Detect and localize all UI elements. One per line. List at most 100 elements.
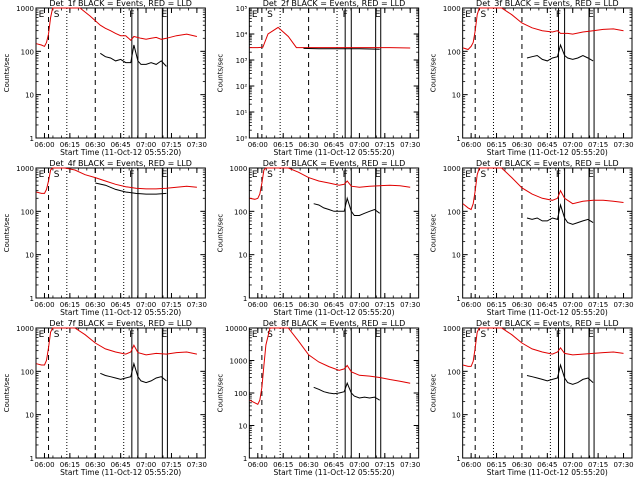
- x-tick-label: 07:00: [136, 301, 156, 309]
- x-tick-label: 06:15: [273, 461, 293, 469]
- x-tick-label: 06:00: [461, 141, 481, 149]
- y-tick-label: 1000: [16, 5, 34, 13]
- x-tick-label: 07:00: [349, 461, 369, 469]
- y-tick-label: 10⁵: [236, 5, 248, 13]
- chart-title: Det_4f BLACK = Events, RED = LLD: [49, 159, 192, 168]
- interval-marker-label: E: [588, 330, 594, 340]
- interval-marker-label: E: [162, 170, 168, 180]
- interval-marker-label: S: [54, 10, 60, 20]
- x-tick-label: 07:30: [613, 141, 633, 149]
- y-axis-label: Counts/sec: [216, 374, 224, 413]
- y-tick-label: 10²: [236, 83, 248, 91]
- interval-marker-label: F: [556, 330, 561, 340]
- y-tick-label: 10: [238, 423, 247, 431]
- x-tick-label: 06:30: [299, 141, 319, 149]
- interval-marker-label: E: [39, 330, 45, 340]
- x-axis-label: Start Time (11-Oct-12 05:55:20): [60, 468, 181, 477]
- black-events-line: [100, 44, 167, 67]
- y-tick-label: 100: [447, 48, 460, 56]
- y-tick-label: 100: [21, 368, 34, 376]
- x-tick-label: 06:00: [461, 461, 481, 469]
- y-tick-label: 1: [456, 295, 460, 303]
- black-events-line: [526, 203, 594, 225]
- plot-frame: [248, 327, 420, 459]
- interval-marker-label: E: [375, 170, 381, 180]
- x-tick-label: 07:30: [187, 461, 207, 469]
- x-tick-label: 06:15: [486, 141, 506, 149]
- plot-frame: [462, 327, 633, 459]
- y-axis-label: Counts/sec: [216, 54, 224, 93]
- y-axis-label: Counts/sec: [430, 214, 438, 253]
- interval-marker-label: S: [267, 330, 273, 340]
- plot-frame: [35, 327, 206, 459]
- x-tick-label: 06:45: [537, 301, 557, 309]
- x-tick-label: 06:45: [111, 141, 131, 149]
- plot-frame: [462, 167, 633, 299]
- plot-frame: [462, 7, 633, 139]
- x-tick-label: 06:15: [60, 301, 80, 309]
- y-tick-label: 1000: [230, 165, 248, 173]
- y-tick-label: 100: [21, 208, 34, 216]
- x-tick-label: 06:30: [299, 301, 319, 309]
- x-tick-label: 06:45: [537, 461, 557, 469]
- y-tick-label: 1: [30, 135, 34, 143]
- interval-marker-label: E: [162, 10, 168, 20]
- interval-marker-label: F: [129, 330, 134, 340]
- y-tick-label: 1000: [443, 165, 461, 173]
- interval-marker-label: E: [39, 170, 45, 180]
- x-tick-label: 06:30: [85, 301, 105, 309]
- chart-title: Det_9f BLACK = Events, RED = LLD: [476, 319, 619, 328]
- interval-marker-label: E: [588, 10, 594, 20]
- y-tick-label: 1: [243, 455, 247, 463]
- y-tick-label: 1: [456, 455, 460, 463]
- chart-panel-5: Det_5f BLACK = Events, RED = LLD 1 10 100 10…: [216, 159, 420, 317]
- x-tick-label: 06:30: [512, 141, 532, 149]
- red-lld-line: [462, 7, 624, 51]
- x-axis-label: Start Time (11-Oct-12 05:55:20): [487, 308, 608, 317]
- y-tick-label: 1000: [443, 5, 461, 13]
- x-axis-label: Start Time (11-Oct-12 05:55:20): [60, 148, 181, 157]
- x-tick-label: 07:00: [563, 461, 583, 469]
- y-tick-label: 10: [25, 252, 34, 260]
- y-axis-label: Counts/sec: [3, 374, 11, 413]
- interval-marker-label: F: [343, 10, 348, 20]
- chart-panel-6: Det_6f BLACK = Events, RED = LLD 1 10 100 10…: [430, 159, 634, 317]
- chart-title: Det_5f BLACK = Events, RED = LLD: [263, 159, 406, 168]
- interval-marker-label: E: [252, 330, 258, 340]
- x-tick-label: 06:15: [273, 141, 293, 149]
- x-tick-label: 06:00: [248, 141, 268, 149]
- black-events-line: [95, 182, 167, 195]
- y-tick-label: 10: [238, 252, 247, 260]
- red-lld-line: [36, 167, 197, 194]
- y-tick-label: 10⁴: [236, 31, 248, 39]
- chart-title: Det_3f BLACK = Events, RED = LLD: [476, 0, 619, 8]
- y-tick-label: 10: [25, 412, 34, 420]
- chart-panel-7: Det_7f BLACK = Events, RED = LLD 1 10 100 10…: [3, 319, 207, 477]
- y-tick-label: 1: [456, 135, 460, 143]
- x-axis-label: Start Time (11-Oct-12 05:55:20): [273, 308, 394, 317]
- y-axis-label: Counts/sec: [430, 54, 438, 93]
- y-tick-label: 100: [234, 390, 247, 398]
- y-axis-label: Counts/sec: [3, 214, 11, 253]
- y-tick-label: 1000: [16, 325, 34, 333]
- y-tick-label: 10: [452, 92, 461, 100]
- interval-marker-label: S: [480, 10, 486, 20]
- interval-marker-label: E: [252, 170, 258, 180]
- interval-marker-label: F: [129, 10, 134, 20]
- chart-panel-9: Det_9f BLACK = Events, RED = LLD 1 10 100 10…: [430, 319, 634, 477]
- red-lld-line: [462, 327, 624, 367]
- y-tick-label: 100: [447, 368, 460, 376]
- red-lld-line: [249, 167, 411, 200]
- y-tick-label: 1000: [443, 325, 461, 333]
- interval-marker-label: F: [343, 170, 348, 180]
- interval-marker-label: E: [465, 10, 471, 20]
- x-tick-label: 07:30: [187, 301, 207, 309]
- interval-marker-label: E: [162, 330, 168, 340]
- plot-frame: [35, 7, 206, 139]
- plot-frame: [35, 167, 206, 299]
- red-lld-line: [36, 7, 198, 48]
- x-tick-label: 06:30: [85, 141, 105, 149]
- x-axis-label: Start Time (11-Oct-12 05:55:20): [487, 468, 608, 477]
